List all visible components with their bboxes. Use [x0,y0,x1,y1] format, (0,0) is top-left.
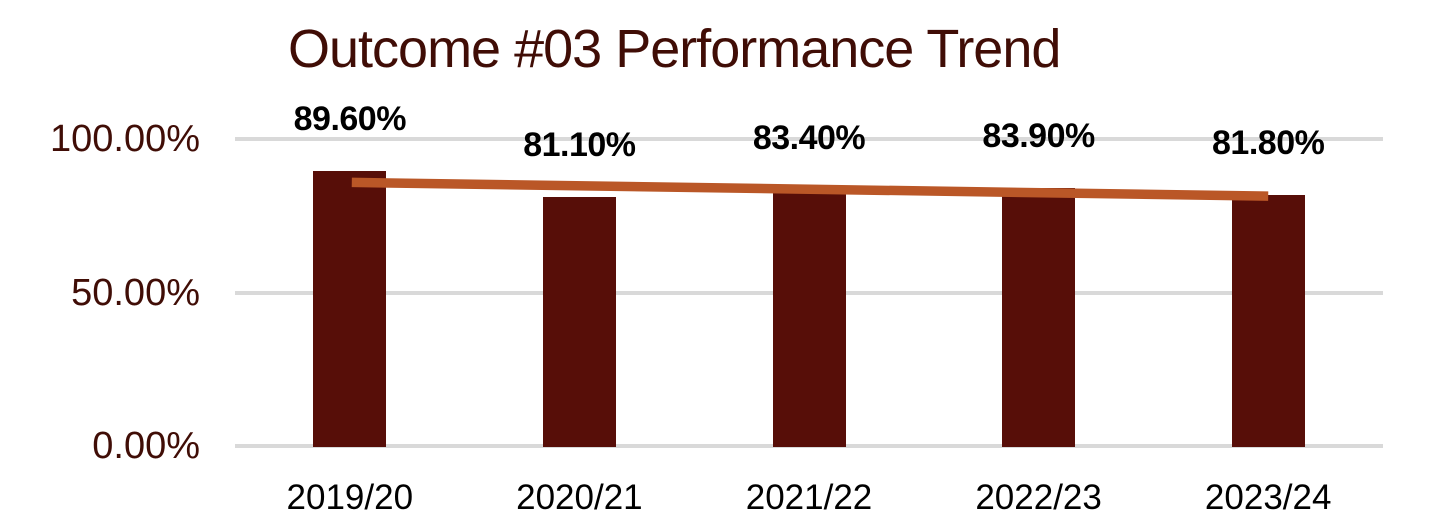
bar-data-label: 81.80% [1212,123,1325,162]
gridline [235,137,1383,141]
y-axis-tick-label: 50.00% [71,271,200,314]
bar [1231,194,1305,447]
chart-title: Outcome #03 Performance Trend [288,19,1061,79]
bar-data-label: 83.40% [752,118,866,157]
bar-data-label: 81.10% [523,126,636,165]
x-axis-category-label: 2020/21 [516,478,643,517]
bar-data-label: 89.60% [293,99,407,138]
bar-data-label: 83.90% [982,117,1095,156]
bar [313,170,387,447]
x-axis-category-label: 2023/24 [1204,478,1332,517]
y-axis-tick-label: 100.00% [49,118,200,160]
x-axis-category-label: 2019/20 [286,478,414,517]
bar [772,189,846,447]
x-axis-category-label: 2022/23 [975,478,1102,517]
bar [1002,188,1076,447]
x-axis-category-label: 2021/22 [745,478,873,517]
bar [542,197,616,447]
y-axis-tick-label: 0.00% [92,425,200,467]
